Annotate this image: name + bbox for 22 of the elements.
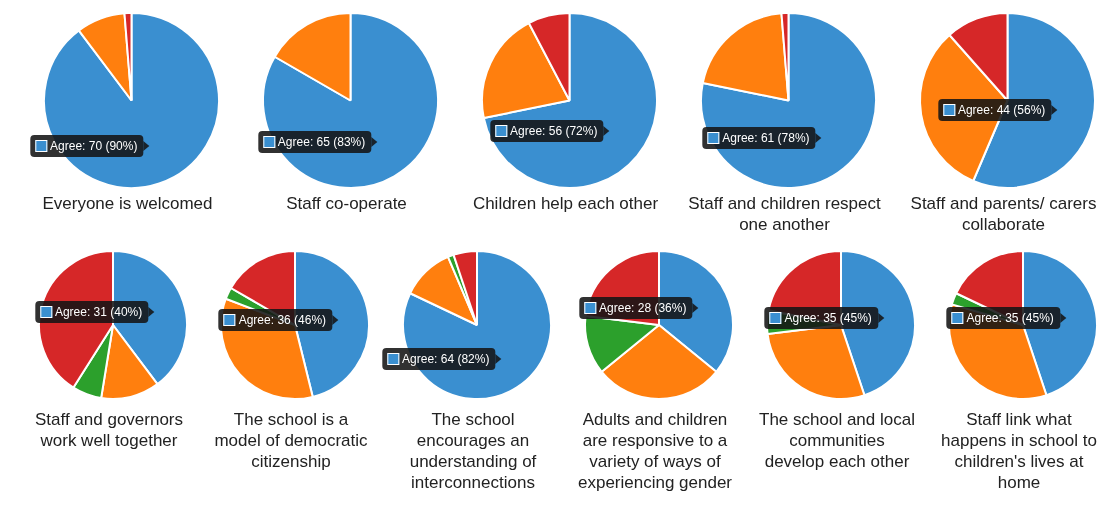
text: The school is a model of democratic citizenship	[213, 409, 369, 473]
legend-label: Agree: 31 (40%)	[54, 305, 143, 320]
legend-label: Agree: 35 (45%)	[966, 311, 1054, 326]
text: Children help each other	[471, 193, 660, 215]
text: The school encourages an understanding of interconnections	[408, 409, 538, 494]
legend-label: Agree: 28 (36%)	[599, 300, 687, 315]
text: Everyone is welcomed	[41, 193, 214, 215]
text: Staff and governors work well together	[33, 409, 185, 452]
legend-label: Agree: 36 (46%)	[238, 313, 327, 328]
text: Staff and children respect one another	[687, 193, 882, 236]
legend-label: Agree: 56 (72%)	[510, 123, 598, 138]
legend-label: Agree: 61 (78%)	[722, 130, 810, 145]
legend-label: Agree: 70 (90%)	[50, 139, 138, 154]
legend-label: Agree: 44 (56%)	[957, 103, 1046, 118]
text: Staff and parents/ carers collaborate	[909, 193, 1098, 236]
legend-label: Agree: 64 (82%)	[402, 352, 490, 367]
legend-label: Agree: 35 (45%)	[784, 311, 872, 326]
legend-label: Agree: 65 (83%)	[277, 135, 366, 150]
text: Adults and children are responsive to a variety of ways of experiencing gender	[576, 409, 734, 494]
text: Staff co-operate	[285, 193, 408, 215]
text: The school and local communities develop each other	[758, 409, 916, 473]
text: Staff link what happens in school to children's lives at home	[940, 409, 1098, 494]
